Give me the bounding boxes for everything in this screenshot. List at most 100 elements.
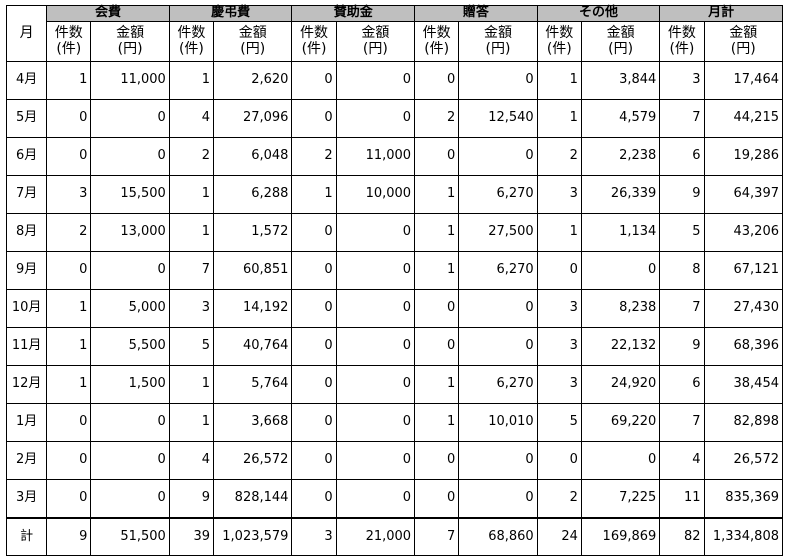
amount-cell: 0 xyxy=(335,251,416,290)
amount-cell: 12,540 xyxy=(458,99,538,138)
amount-cell: 22,132 xyxy=(580,327,661,366)
month-cell: 4月 xyxy=(5,61,48,100)
amount-cell: 0 xyxy=(335,403,416,442)
amount-column-header: 金額 (円) xyxy=(335,21,416,62)
amount-cell: 10,010 xyxy=(458,403,538,442)
count-cell: 0 xyxy=(46,479,92,518)
count-cell: 7 xyxy=(168,251,215,290)
amount-column-header: 金額 (円) xyxy=(213,21,293,62)
total-label: 計 xyxy=(5,516,48,556)
amount-column-header: 金額 (円) xyxy=(580,21,661,62)
count-column-header: 件数 (件) xyxy=(659,21,705,62)
count-cell: 4 xyxy=(168,441,215,480)
sub-header-row: 件数 (件) 金額 (円) 件数 (件) 金額 (円) 件数 (件) 金額 (円) 件数 (… xyxy=(7,21,784,62)
amount-cell: 0 xyxy=(90,99,170,138)
amount-cell: 24,920 xyxy=(580,365,661,404)
amount-cell: 828,144 xyxy=(213,479,293,518)
count-cell: 1 xyxy=(46,61,92,100)
table-row: 5月 0 0 4 27,096 0 0 2 12,540 1 4,579 7 44,215 xyxy=(5,99,784,138)
amount-cell: 6,288 xyxy=(213,175,293,214)
count-column-header: 件数 (件) xyxy=(291,21,337,62)
amount-cell: 27,430 xyxy=(703,289,784,328)
table-row: 4月 1 11,000 1 2,620 0 0 0 0 1 3,844 3 17,464 xyxy=(5,61,784,100)
amount-column-header: 金額 (円) xyxy=(703,21,784,62)
amount-cell: 4,579 xyxy=(580,99,661,138)
amount-cell: 1,134 xyxy=(580,213,661,252)
count-cell: 5 xyxy=(536,403,582,442)
amount-cell: 82,898 xyxy=(703,403,784,442)
count-cell: 9 xyxy=(46,516,92,556)
amount-cell: 1,572 xyxy=(213,213,293,252)
count-cell: 11 xyxy=(659,479,705,518)
count-cell: 3 xyxy=(659,61,705,100)
amount-cell: 0 xyxy=(335,61,416,100)
amount-cell: 11,000 xyxy=(335,137,416,176)
month-cell: 7月 xyxy=(5,175,48,214)
count-column-header: 件数 (件) xyxy=(414,21,460,62)
count-cell: 0 xyxy=(291,365,337,404)
count-cell: 1 xyxy=(414,251,460,290)
amount-cell: 1,334,808 xyxy=(703,516,784,556)
amount-cell: 0 xyxy=(580,251,661,290)
amount-cell: 0 xyxy=(335,365,416,404)
amount-cell: 1,023,579 xyxy=(213,516,293,556)
amount-cell: 44,215 xyxy=(703,99,784,138)
count-cell: 6 xyxy=(659,365,705,404)
count-cell: 0 xyxy=(414,61,460,100)
count-cell: 1 xyxy=(536,99,582,138)
table-row: 3月 0 0 9 828,144 0 0 0 0 2 7,225 11 835,369 xyxy=(5,479,784,518)
count-cell: 0 xyxy=(46,99,92,138)
count-cell: 1 xyxy=(168,365,215,404)
month-cell: 10月 xyxy=(5,289,48,328)
count-cell: 0 xyxy=(291,251,337,290)
group-header-other: その他 xyxy=(536,5,661,22)
expense-summary-table: 月 会費 慶弔費 賛助金 贈答 その他 月計 件数 (件) 金額 (円) 件数 (件… xyxy=(5,5,784,556)
amount-cell: 26,572 xyxy=(213,441,293,480)
amount-cell: 40,764 xyxy=(213,327,293,366)
amount-cell: 68,396 xyxy=(703,327,784,366)
month-cell: 2月 xyxy=(5,441,48,480)
month-cell: 9月 xyxy=(5,251,48,290)
count-cell: 8 xyxy=(659,251,705,290)
amount-cell: 26,572 xyxy=(703,441,784,480)
count-cell: 2 xyxy=(536,137,582,176)
count-cell: 1 xyxy=(414,365,460,404)
count-cell: 3 xyxy=(168,289,215,328)
count-cell: 1 xyxy=(168,61,215,100)
amount-cell: 15,500 xyxy=(90,175,170,214)
amount-cell: 0 xyxy=(580,441,661,480)
amount-column-header: 金額 (円) xyxy=(90,21,170,62)
count-cell: 0 xyxy=(536,441,582,480)
table-row: 6月 0 0 2 6,048 2 11,000 0 0 2 2,238 6 19,286 xyxy=(5,137,784,176)
count-column-header: 件数 (件) xyxy=(168,21,215,62)
amount-cell: 0 xyxy=(90,441,170,480)
amount-cell: 13,000 xyxy=(90,213,170,252)
table-row: 10月 1 5,000 3 14,192 0 0 0 0 3 8,238 7 27,430 xyxy=(5,289,784,328)
count-cell: 1 xyxy=(168,213,215,252)
count-cell: 82 xyxy=(659,516,705,556)
count-cell: 7 xyxy=(414,516,460,556)
count-cell: 1 xyxy=(46,289,92,328)
month-column-header: 月 xyxy=(5,5,48,62)
amount-cell: 38,454 xyxy=(703,365,784,404)
count-cell: 2 xyxy=(414,99,460,138)
amount-cell: 27,096 xyxy=(213,99,293,138)
amount-cell: 7,225 xyxy=(580,479,661,518)
amount-cell: 0 xyxy=(335,289,416,328)
count-cell: 1 xyxy=(414,175,460,214)
table-header: 月 会費 慶弔費 賛助金 贈答 その他 月計 件数 (件) 金額 (円) 件数 (件… xyxy=(5,5,784,62)
amount-cell: 169,869 xyxy=(580,516,661,556)
amount-cell: 6,048 xyxy=(213,137,293,176)
amount-cell: 6,270 xyxy=(458,365,538,404)
count-cell: 2 xyxy=(536,479,582,518)
count-column-header: 件数 (件) xyxy=(46,21,92,62)
amount-cell: 0 xyxy=(90,137,170,176)
amount-cell: 0 xyxy=(90,479,170,518)
count-cell: 0 xyxy=(414,137,460,176)
month-cell: 3月 xyxy=(5,479,48,518)
count-cell: 0 xyxy=(414,289,460,328)
count-cell: 0 xyxy=(414,327,460,366)
amount-cell: 3,844 xyxy=(580,61,661,100)
table-row: 9月 0 0 7 60,851 0 0 1 6,270 0 0 8 67,121 xyxy=(5,251,784,290)
month-cell: 6月 xyxy=(5,137,48,176)
